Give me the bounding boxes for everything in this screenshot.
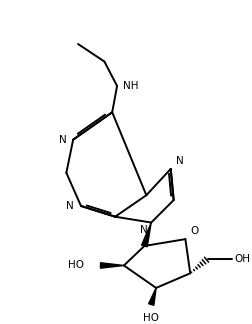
Text: N: N	[59, 134, 66, 145]
Text: O: O	[190, 226, 199, 236]
Text: N: N	[140, 225, 147, 235]
Text: NH: NH	[123, 81, 138, 91]
Text: HO: HO	[143, 313, 159, 323]
Text: OH: OH	[234, 254, 250, 264]
Text: HO: HO	[68, 260, 84, 271]
Polygon shape	[101, 263, 124, 268]
Polygon shape	[149, 288, 156, 305]
Polygon shape	[142, 223, 151, 247]
Text: N: N	[66, 201, 74, 211]
Text: N: N	[176, 156, 183, 166]
